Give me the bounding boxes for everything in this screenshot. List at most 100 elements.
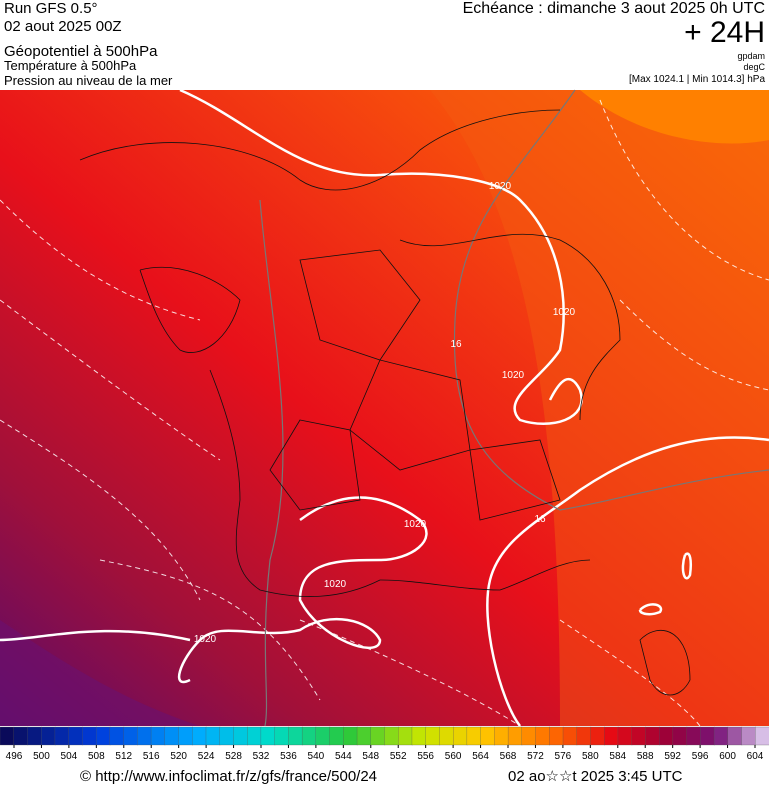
colorbar: 496 500 504 508 512 516 520 524 528 532 536 540 544 5…: [0, 726, 769, 762]
tick-label: 580: [582, 751, 599, 762]
tick-label: 524: [198, 751, 215, 762]
contour-label: 1020: [194, 634, 217, 645]
color-swatch: [494, 726, 509, 746]
tick-label: 508: [88, 751, 105, 762]
color-swatch: [301, 726, 317, 746]
tick-label: 564: [472, 751, 489, 762]
color-swatch: [590, 726, 605, 746]
tick-label: 504: [61, 751, 78, 762]
tick-label: 516: [143, 751, 160, 762]
color-swatch: [535, 726, 550, 746]
color-swatch: [658, 726, 674, 746]
tick-label: 592: [664, 751, 681, 762]
color-swatch: [672, 726, 688, 746]
color-swatch: [521, 726, 537, 746]
color-swatch: [27, 726, 42, 746]
color-swatch: [95, 726, 111, 746]
source-url: © http://www.infoclimat.fr/z/gfs/france/…: [80, 768, 377, 785]
tick-label: 600: [719, 751, 736, 762]
tick-label: 604: [747, 751, 764, 762]
contour-label: 1020: [324, 579, 347, 590]
color-swatch: [315, 726, 331, 746]
header: Run GFS 0.5° 02 aout 2025 00Z Géopotenti…: [4, 0, 766, 88]
contour-label: 1020: [553, 307, 576, 318]
color-swatch: [480, 726, 496, 746]
unit: degC: [743, 62, 765, 72]
color-swatch: [274, 726, 290, 746]
color-swatch: [370, 726, 386, 746]
color-swatch: [54, 726, 70, 746]
title: Géopotentiel à 500hPa: [4, 43, 158, 60]
echeance: Echéance : dimanche 3 aout 2025 0h UTC: [463, 0, 765, 17]
contour-label: 1020: [404, 519, 427, 530]
subtitle: Pression au niveau de la mer: [4, 73, 173, 88]
color-swatch: [384, 726, 399, 746]
run: Run GFS 0.5°: [4, 0, 98, 17]
color-swatch: [686, 726, 701, 746]
tick-label: 512: [115, 751, 132, 762]
color-swatch: [425, 726, 441, 746]
color-swatch: [453, 726, 468, 746]
color-swatch: [150, 726, 166, 746]
timestamp: 02 ao☆☆t 2025 3:45 UTC: [508, 768, 683, 785]
tick-label: 520: [170, 751, 187, 762]
tick-label: 596: [692, 751, 709, 762]
contour-label: 16: [450, 339, 462, 350]
unit: gpdam: [737, 51, 765, 61]
color-swatch: [41, 726, 56, 746]
color-swatch: [439, 726, 454, 746]
color-swatch: [205, 726, 221, 746]
color-swatch: [82, 726, 97, 746]
tick-label: 568: [500, 751, 517, 762]
tick-label: 588: [637, 751, 654, 762]
tick-label: 540: [308, 751, 325, 762]
color-swatch: [68, 726, 84, 746]
tick-label: 528: [225, 751, 242, 762]
tick-label: 552: [390, 751, 407, 762]
color-swatch: [411, 726, 427, 746]
tick-label: 532: [253, 751, 270, 762]
contour-label: 1020: [489, 181, 512, 192]
color-swatch: [219, 726, 235, 746]
tick-label: 536: [280, 751, 297, 762]
color-swatch: [645, 726, 660, 746]
color-swatch: [164, 726, 180, 746]
tick-label: 572: [527, 751, 544, 762]
tick-label: 548: [362, 751, 379, 762]
color-swatch: [137, 726, 152, 746]
color-swatch: [755, 726, 769, 746]
color-swatch: [192, 726, 207, 746]
color-swatch: [0, 726, 15, 746]
lead-time: + 24H: [684, 16, 765, 49]
tick-label: 576: [555, 751, 572, 762]
color-swatch: [288, 726, 303, 746]
tick-label: 500: [33, 751, 50, 762]
tick-label: 560: [445, 751, 462, 762]
color-swatch: [123, 726, 138, 746]
color-swatch: [466, 726, 482, 746]
contour-label: 16: [534, 514, 546, 525]
color-swatch: [329, 726, 344, 746]
color-swatch: [576, 726, 592, 746]
color-swatch: [700, 726, 715, 746]
tick-label: 496: [6, 751, 23, 762]
tick-label: 584: [609, 751, 626, 762]
tick-label: 544: [335, 751, 352, 762]
contour-label: 1020: [502, 370, 525, 381]
color-swatch: [631, 726, 647, 746]
color-swatch: [343, 726, 358, 746]
color-swatch: [260, 726, 276, 746]
color-swatch: [178, 726, 193, 746]
color-swatch: [13, 726, 29, 746]
color-swatch: [247, 726, 262, 746]
color-swatch: [727, 726, 743, 746]
color-swatch: [109, 726, 125, 746]
color-swatch: [617, 726, 633, 746]
tick-label: 556: [417, 751, 434, 762]
color-swatch: [741, 726, 756, 746]
color-swatch: [233, 726, 248, 746]
color-swatch: [713, 726, 729, 746]
color-swatch: [549, 726, 564, 746]
run-date: 02 aout 2025 00Z: [4, 18, 122, 35]
